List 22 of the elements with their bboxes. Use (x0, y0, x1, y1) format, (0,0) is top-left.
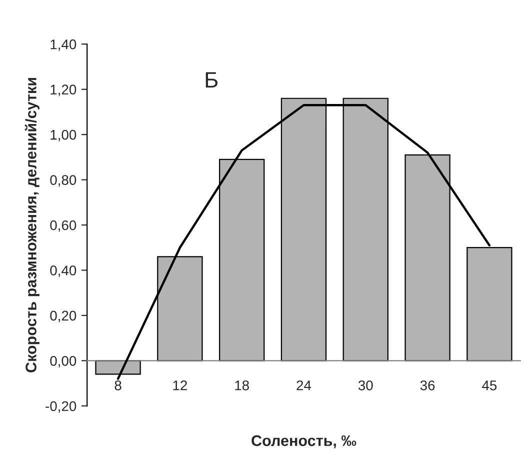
y-tick-label: 1,00 (50, 130, 76, 142)
annotation: Б (206, 72, 218, 88)
y-tick-label: 0,00 (50, 356, 76, 368)
x-tick-label: 45 (482, 380, 497, 390)
x-tick-label: 12 (173, 380, 187, 390)
y-axis-title: Скорость размножения, делений/сутки (24, 78, 40, 372)
x-tick-label: 18 (235, 380, 249, 390)
x-axis-title: Соленость, ‰ (252, 435, 356, 448)
bar (218, 158, 265, 362)
bar (157, 256, 203, 362)
y-tick-label: 1,20 (50, 84, 76, 96)
y-tick-label: -0,20 (46, 401, 76, 413)
y-tick-label: 0,60 (50, 220, 76, 232)
y-tick-label: 0,20 (50, 310, 76, 322)
x-tick-label: 24 (296, 380, 312, 390)
x-tick-label: 8 (114, 380, 122, 390)
y-tick-label: 1,40 (50, 39, 76, 51)
bar (404, 154, 450, 362)
y-tick-label: 0,40 (50, 266, 76, 278)
x-tick-label: 30 (358, 380, 373, 390)
x-tick-label: 36 (420, 380, 435, 390)
y-tick-label: 0,80 (50, 175, 76, 187)
